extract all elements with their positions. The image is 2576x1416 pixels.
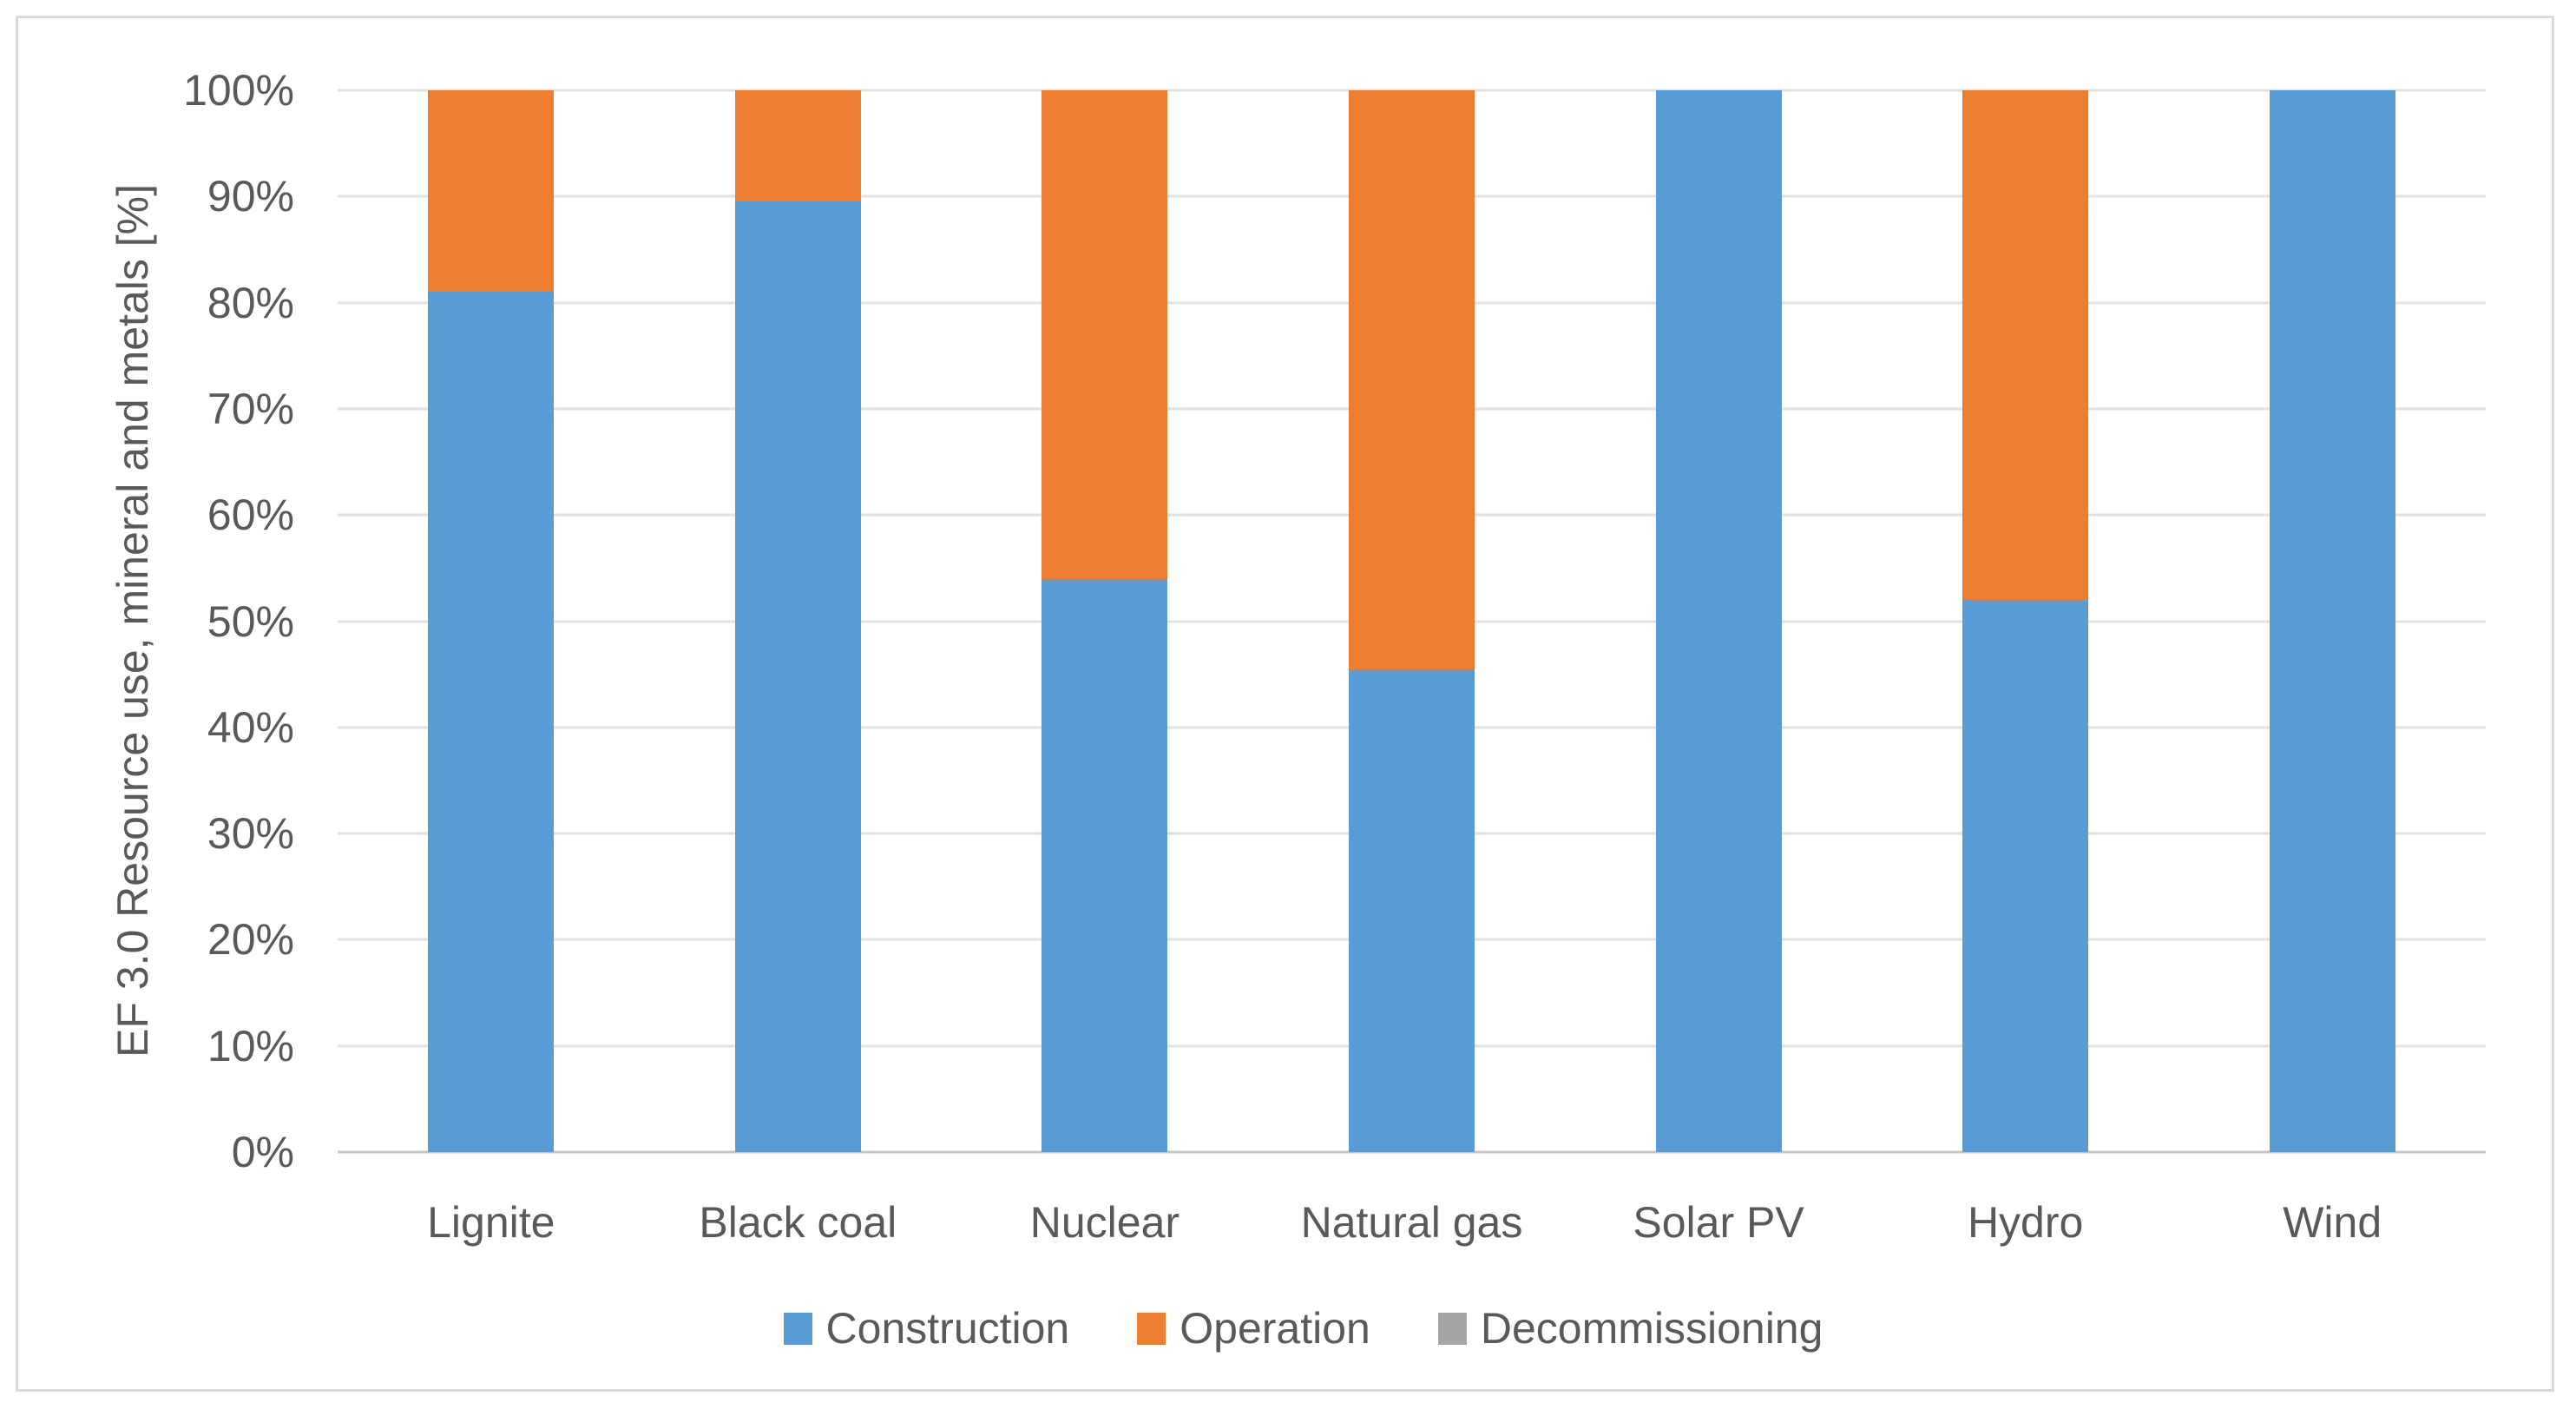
category-label-natural-gas: Natural gas — [1300, 1198, 1523, 1247]
legend-item-decommissioning: Decommissioning — [1437, 1304, 1824, 1353]
gridline — [338, 89, 2486, 92]
y-axis-title: EF 3.0 Resource use, mineral and metals … — [108, 183, 157, 1058]
bar-segment-operation — [1042, 90, 1168, 579]
bar-segment-construction — [1962, 600, 2089, 1152]
y-tick-label: 100% — [183, 66, 294, 115]
y-tick-label: 70% — [207, 384, 294, 433]
legend-swatch-operation — [1137, 1312, 1166, 1345]
category-label-lignite: Lignite — [427, 1198, 555, 1247]
bar-segment-construction — [1042, 578, 1168, 1152]
bar-slot-wind — [2178, 90, 2486, 1152]
legend-swatch-decommissioning — [1437, 1312, 1467, 1345]
bar-natural-gas — [1348, 90, 1475, 1152]
y-tick-label: 40% — [207, 702, 294, 752]
bar-slot-lignite — [338, 90, 645, 1152]
y-tick-label: 90% — [207, 172, 294, 221]
bar-segment-construction — [1655, 90, 1782, 1152]
legend-item-operation: Operation — [1137, 1304, 1370, 1353]
bar-segment-operation — [734, 90, 861, 202]
plot-area — [338, 89, 2486, 1154]
bar-segment-construction — [1348, 668, 1475, 1152]
category-label-hydro: Hydro — [1967, 1198, 2084, 1247]
bar-lignite — [428, 90, 555, 1152]
bar-slot-hydro — [1872, 90, 2179, 1152]
bar-slot-black-coal — [645, 90, 952, 1152]
chart-frame: 100% 90% 80% 70% 60% 50% 40% 30% 20% 10% 0% EF 3.0… — [16, 16, 2554, 1392]
legend-label-construction: Construction — [825, 1304, 1070, 1353]
bar-segment-operation — [1348, 90, 1475, 669]
x-axis-category-labels: Lignite Black coal Nuclear Natural gas Solar… — [338, 1195, 2486, 1249]
x-axis-line — [338, 1150, 2486, 1154]
bar-wind — [2269, 90, 2395, 1152]
legend-label-operation: Operation — [1180, 1304, 1370, 1353]
legend-swatch-construction — [783, 1312, 812, 1345]
y-tick-label: 0% — [231, 1128, 294, 1176]
bar-black-coal — [734, 90, 861, 1152]
category-label-nuclear: Nuclear — [1029, 1198, 1180, 1247]
bar-segment-construction — [2269, 90, 2395, 1152]
legend-label-decommissioning: Decommissioning — [1480, 1304, 1824, 1353]
bar-slot-natural-gas — [1258, 90, 1566, 1152]
bar-slot-nuclear — [951, 90, 1258, 1152]
y-tick-label: 30% — [207, 809, 294, 859]
category-label-solar-pv: Solar PV — [1633, 1198, 1804, 1247]
category-label-wind: Wind — [2283, 1198, 2382, 1247]
legend: Construction Operation Decommissioning — [34, 1301, 2573, 1355]
bar-segment-operation — [428, 90, 555, 293]
bar-segment-construction — [734, 201, 861, 1152]
y-tick-label: 80% — [207, 278, 294, 327]
bar-hydro — [1962, 90, 2089, 1152]
bar-segment-construction — [428, 292, 555, 1152]
y-axis-tick-labels: 100% 90% 80% 70% 60% 50% 40% 30% 20% 10% 0% — [18, 69, 294, 1174]
y-tick-label: 10% — [207, 1021, 294, 1070]
bar-slot-solar-pv — [1565, 90, 1872, 1152]
bar-solar-pv — [1655, 90, 1782, 1152]
bar-segment-operation — [1962, 90, 2089, 601]
y-tick-label: 60% — [207, 491, 294, 540]
legend-item-construction: Construction — [783, 1304, 1070, 1353]
y-tick-label: 20% — [207, 915, 294, 965]
bar-nuclear — [1042, 90, 1168, 1152]
y-tick-label: 50% — [207, 596, 294, 646]
category-label-black-coal: Black coal — [699, 1198, 897, 1247]
